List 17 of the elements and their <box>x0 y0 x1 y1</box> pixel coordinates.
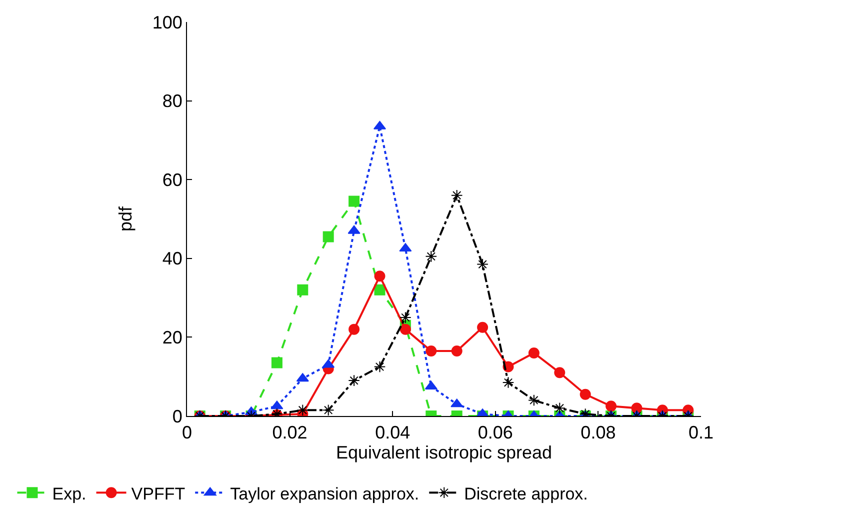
x-axis-title: Equivalent isotropic spread <box>336 442 552 463</box>
y-tick-label: 40 <box>162 248 182 269</box>
y-tick-label: 0 <box>172 406 182 426</box>
legend-label: Taylor expansion approx. <box>230 484 420 504</box>
y-tick-label: 60 <box>162 170 182 190</box>
legend-label: Exp. <box>52 484 86 504</box>
legend-label: VPFFT <box>131 484 186 504</box>
y-tick-label: 80 <box>162 91 182 112</box>
y-axis-title: pdf <box>116 205 136 232</box>
x-tick-label: 0.06 <box>478 422 513 443</box>
x-tick-label: 0.04 <box>375 422 410 443</box>
x-tick-label: 0.08 <box>580 422 616 443</box>
x-tick-label: 0.02 <box>272 422 308 443</box>
y-tick-label: 100 <box>152 12 182 32</box>
legend-label: Discrete approx. <box>464 484 588 504</box>
x-tick-label: 0.1 <box>688 422 714 443</box>
y-tick-label: 20 <box>162 328 182 348</box>
